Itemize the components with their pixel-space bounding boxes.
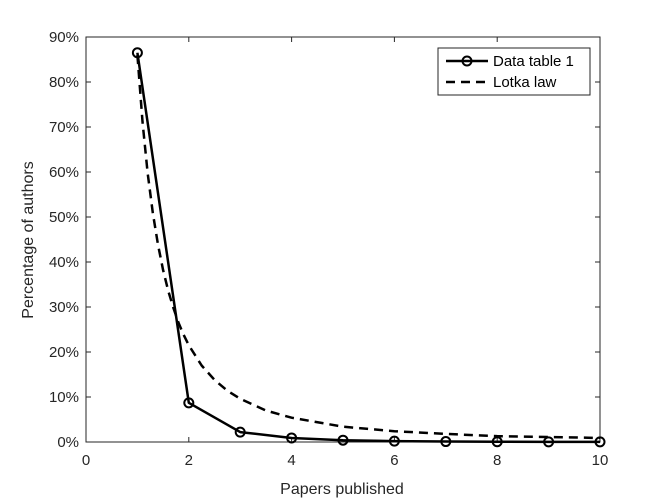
y-axis-title: Percentage of authors	[20, 161, 37, 318]
x-tick-label: 8	[493, 452, 501, 469]
data-point	[543, 436, 555, 448]
series-line	[136, 52, 601, 444]
series-line	[136, 54, 601, 440]
legend-label-2: Lotka law	[493, 74, 557, 91]
data-point	[183, 397, 195, 409]
y-tick-label: 60%	[49, 164, 79, 181]
legend-box	[437, 47, 591, 96]
legend: Data table 1 Lotka law	[437, 47, 591, 96]
plot-background	[86, 37, 600, 442]
data-point	[388, 435, 400, 447]
x-tick-label: 10	[592, 452, 609, 469]
x-axis-title: Papers published	[280, 481, 404, 498]
y-tick-label: 90%	[49, 29, 79, 46]
y-tick-label: 30%	[49, 299, 79, 316]
series-layer	[131, 47, 606, 448]
x-tick-label: 4	[287, 452, 295, 469]
y-tick-label: 40%	[49, 254, 79, 271]
data-point	[234, 426, 246, 438]
series-2	[136, 54, 601, 440]
y-tick-label: 50%	[49, 209, 79, 226]
x-tick-label: 2	[185, 452, 193, 469]
x-tick-label: 6	[390, 452, 398, 469]
y-tick-label: 10%	[49, 389, 79, 406]
legend-marker-1	[461, 55, 473, 67]
data-point	[286, 432, 298, 444]
plot-frame	[85, 36, 601, 443]
data-point	[337, 434, 349, 446]
y-tick-label: 20%	[49, 344, 79, 361]
axes: 0 2 4 6 8 10 0% 10% 20% 30% 40% 50% 60% 70% 80% 90%	[49, 29, 608, 469]
plot-area	[86, 37, 600, 442]
y-tick-label: 0%	[57, 434, 79, 451]
y-tick-label: 80%	[49, 74, 79, 91]
legend-label-1: Data table 1	[493, 53, 574, 70]
x-tick-label: 0	[82, 452, 90, 469]
data-point	[440, 436, 452, 448]
y-tick-label: 70%	[49, 119, 79, 136]
